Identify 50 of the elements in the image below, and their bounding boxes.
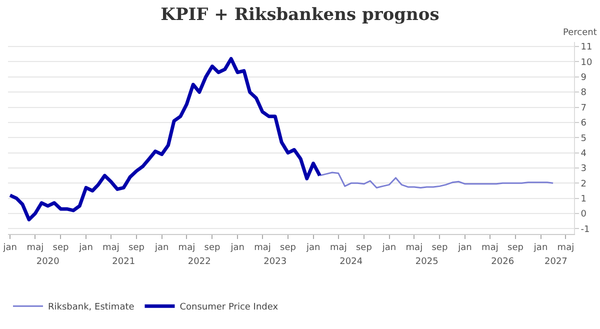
y-tick-label: 6 (580, 118, 587, 129)
line-series (319, 172, 554, 188)
y-tick-label: 11 (580, 42, 592, 53)
y-axis-title: Percent (563, 28, 598, 38)
legend-label: Riksbank, Estimate (48, 302, 135, 313)
x-tick-label: sep (356, 242, 372, 253)
x-tick-label: maj (254, 242, 271, 253)
line-series (8, 56, 322, 222)
x-tick-label: jan (532, 242, 548, 253)
x2-tick-label: 2025 (415, 257, 438, 267)
y-tick-label: 3 (580, 164, 587, 174)
x-tick-label: maj (482, 242, 498, 253)
x2-tick-label: 2024 (340, 257, 363, 267)
x-tick-label: sep (204, 242, 220, 253)
x-tick-label: maj (26, 242, 44, 253)
x-tick-label: jan (2, 242, 17, 253)
x2-tick-label: 2026 (491, 257, 514, 267)
x-tick-label: jan (78, 242, 93, 253)
legend-label: Consumer Price Index (180, 302, 279, 313)
y-tick-label: 8 (580, 88, 587, 98)
x-tick-label: jan (381, 242, 396, 253)
y-tick-label: 4 (580, 148, 587, 159)
y-tick-label: 0 (580, 210, 587, 220)
y-tick-label: 9 (580, 73, 587, 84)
x-tick-label: jan (230, 242, 244, 253)
x-tick-label: sep (52, 242, 69, 253)
x-tick-label: jan (305, 242, 320, 253)
x-tick-label: sep (507, 242, 524, 253)
x-tick-label: sep (432, 242, 448, 253)
y-tick-label: 5 (580, 134, 587, 144)
x2-tick-label: 2023 (264, 257, 287, 267)
x2-tick-label: 2022 (188, 257, 211, 267)
x2-tick-label: 2027 (544, 257, 568, 267)
x-tick-label: maj (178, 242, 196, 253)
x-tick-label: sep (128, 242, 145, 253)
y-tick-label: 7 (580, 103, 587, 114)
x-tick-label: maj (557, 242, 574, 253)
x2-tick-label: 2021 (112, 257, 136, 267)
x-tick-label: sep (280, 242, 296, 253)
x-tick-label: maj (102, 242, 120, 253)
x-tick-label: maj (330, 242, 347, 253)
x-tick-label: maj (406, 242, 423, 253)
y-tick-label: 2 (580, 179, 587, 190)
y-tick-label: -1 (580, 224, 590, 235)
x-tick-label: jan (154, 242, 169, 253)
x-tick-label: jan (457, 242, 472, 253)
x2-tick-label: 2020 (36, 257, 60, 267)
y-tick-label: 10 (580, 58, 593, 68)
y-tick-label: 1 (580, 194, 587, 204)
chart-title: KPIF + Riksbankens prognos (160, 5, 440, 26)
